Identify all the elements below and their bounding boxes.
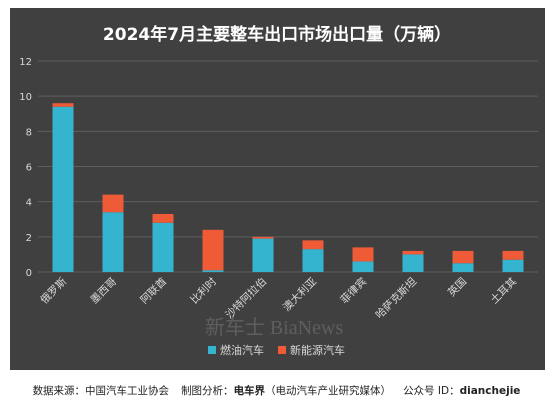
x-tick-label: 比利时: [188, 275, 220, 307]
account-info: 公众号 ID：dianchejie: [403, 383, 520, 398]
y-tick-label: 12: [19, 57, 32, 68]
data-source-text: 数据来源：中国汽车工业协会: [32, 384, 170, 397]
bar-nev: [452, 250, 474, 264]
x-tick-label: 墨西哥: [88, 276, 119, 307]
bar-nev: [202, 229, 224, 271]
bar-fuel: [102, 212, 124, 272]
bar-fuel: [452, 263, 474, 272]
legend-swatch-nev: [278, 346, 286, 354]
x-tick-label: 阿联酋: [138, 275, 169, 306]
bar-fuel: [402, 254, 424, 272]
bar-nev: [52, 103, 74, 107]
stacked-bar-chart: 2024年7月主要整车出口市场出口量（万辆） 0 2 4 6 8 10 12 俄罗斯 墨西哥阿…: [19, 24, 538, 357]
made-by-note: （电动汽车产业研究媒体）: [265, 384, 392, 397]
made-by-label: 制图分析：: [181, 384, 234, 397]
bar-nev: [302, 240, 324, 250]
x-tick-label: 俄罗斯: [38, 275, 70, 307]
bar-nev: [502, 250, 524, 260]
bar-nev: [402, 250, 424, 255]
made-by: 制图分析：电车界（电动汽车产业研究媒体）: [181, 383, 391, 398]
y-tick-label: 8: [26, 127, 32, 138]
source-footer: 数据来源：中国汽车工业协会 制图分析：电车界（电动汽车产业研究媒体） 公众号 I…: [0, 380, 553, 400]
bar-nev: [252, 236, 274, 239]
chart-panel: 2024年7月主要整车出口市场出口量（万辆） 0 2 4 6 8 10 12 俄罗斯 墨西哥阿…: [10, 8, 545, 370]
bar-fuel: [252, 238, 274, 272]
x-tick-label: 澳大利亚: [280, 275, 319, 314]
x-tick-label: 菲律宾: [338, 275, 369, 306]
bar-fuel: [52, 106, 74, 272]
made-by-name: 电车界: [233, 384, 266, 397]
bar-nev: [352, 247, 374, 262]
x-tick-label: 哈萨克斯坦: [373, 275, 420, 322]
legend-label: 燃油汽车: [220, 343, 264, 357]
y-tick-label: 4: [26, 198, 32, 209]
y-tick-label: 2: [26, 233, 32, 244]
chart-title: 2024年7月主要整车出口市场出口量（万辆）: [103, 24, 451, 45]
watermark: 新车士 BiaNews: [205, 316, 344, 339]
bar-fuel: [202, 270, 224, 272]
account-id: dianchejie: [459, 384, 521, 397]
bar-nev: [102, 194, 124, 213]
y-tick-label: 0: [26, 268, 32, 279]
x-tick-label: 英国: [445, 275, 469, 299]
x-tick-label: 土耳其: [488, 275, 519, 306]
legend-swatch-fuel: [208, 346, 216, 354]
bar-fuel: [302, 249, 324, 272]
legend-label: 新能源汽车: [290, 343, 345, 357]
bar-fuel: [502, 259, 524, 272]
y-tick-label: 10: [19, 92, 32, 103]
y-tick-label: 6: [26, 163, 32, 174]
bar-nev: [152, 213, 174, 223]
x-tick-label: 沙特阿拉伯: [223, 275, 269, 321]
legend: 燃油汽车 新能源汽车: [208, 343, 345, 357]
bar-fuel: [352, 261, 374, 272]
bar-fuel: [152, 222, 174, 272]
account-label: 公众号 ID：: [403, 384, 460, 397]
